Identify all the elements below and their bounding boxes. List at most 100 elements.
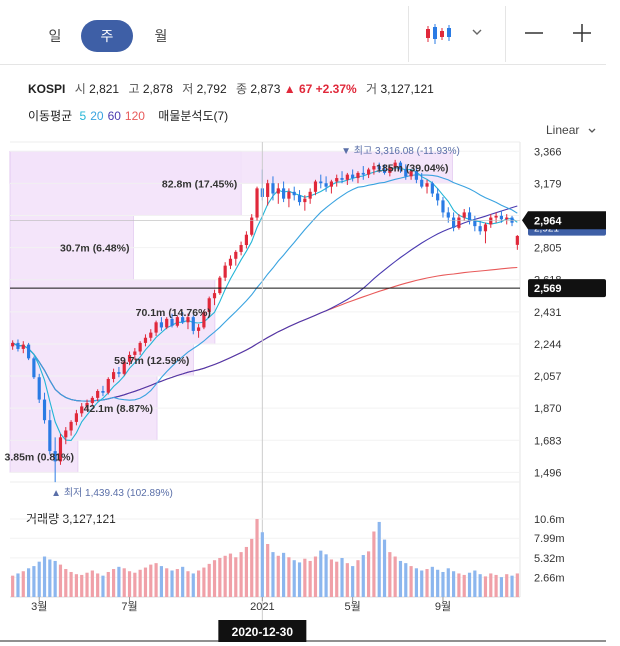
candle-body — [467, 212, 472, 221]
candle-body — [58, 437, 63, 462]
candle-body — [244, 234, 248, 246]
volume-bar — [223, 555, 227, 597]
candle-body — [393, 162, 397, 168]
x-tick-label: 2021 — [250, 601, 274, 613]
x-tick-label: 7월 — [121, 600, 137, 613]
volume-profile-label: 3.85m (0.81%) — [4, 451, 73, 463]
candle-body — [53, 451, 57, 462]
change-pct: +2.37% — [315, 82, 357, 96]
tab-day[interactable]: 일 — [48, 28, 62, 44]
chevron-down-icon[interactable] — [470, 25, 484, 39]
candle-body — [186, 317, 190, 323]
volume-bar — [499, 577, 503, 597]
volume-tick-label: 2.66m — [534, 572, 565, 584]
candlestick-type-icon[interactable] — [424, 22, 454, 46]
candle-body — [96, 390, 100, 398]
volume-bar — [255, 518, 259, 597]
candle-body — [143, 337, 148, 343]
volume-profile-label: 185m (39.04%) — [376, 162, 448, 174]
ma-5[interactable]: 5 — [79, 109, 87, 123]
zoom-out-icon[interactable] — [524, 23, 544, 43]
candle-body — [499, 215, 503, 220]
volume-tick-label: 5.32m — [534, 553, 565, 565]
candle-body — [340, 178, 344, 180]
volume-bar — [80, 574, 84, 597]
candle-body — [441, 200, 445, 213]
zoom-in-icon[interactable] — [572, 23, 592, 43]
ma-20-line — [12, 174, 518, 402]
tab-week[interactable]: 주 — [81, 20, 133, 52]
volume-bar — [420, 570, 424, 597]
scale-chevron-icon — [588, 128, 596, 133]
volume-bar — [313, 556, 318, 597]
change-value: ▲ 67 — [283, 82, 313, 96]
candle-body — [457, 217, 461, 228]
volume-bar — [64, 569, 68, 597]
candle-body — [404, 169, 408, 177]
volume-bar — [212, 560, 217, 597]
high-value: 2,878 — [142, 82, 173, 96]
volume-bar — [351, 566, 355, 597]
candle-body — [388, 167, 392, 173]
volume-bar — [239, 552, 243, 597]
volume-bar — [377, 521, 381, 597]
volume-profile-label: 70.1m (14.76%) — [136, 307, 211, 319]
x-tick-label: 9월 — [435, 600, 451, 613]
candle-body — [80, 406, 84, 414]
scale-selector[interactable]: Linear — [546, 123, 597, 137]
cursor-date-label: 2020-12-30 — [232, 625, 294, 639]
volume-bar — [388, 552, 392, 597]
volume-profile-bar — [9, 439, 79, 473]
volume-bar — [398, 560, 403, 597]
candle-body — [446, 212, 450, 218]
volume-bar — [436, 569, 440, 597]
volume-bar — [53, 560, 57, 597]
volume-bar — [409, 566, 413, 597]
volume-bar — [122, 568, 126, 597]
hline-tag-label: 2,569 — [534, 283, 562, 295]
candle-body — [250, 217, 254, 235]
x-tick-label: 5월 — [345, 600, 361, 613]
candle-body — [117, 372, 121, 374]
candle-body — [228, 258, 233, 266]
header-divider — [408, 6, 409, 62]
candle-body — [32, 358, 36, 378]
candle-body — [483, 224, 488, 232]
candle-body — [436, 193, 440, 201]
tab-month[interactable]: 월 — [154, 28, 168, 44]
volume-bar — [154, 563, 158, 597]
volume-bar — [186, 571, 190, 597]
volume-bar — [404, 563, 408, 597]
volume-bar — [345, 563, 349, 597]
candle-body — [292, 191, 296, 196]
header-divider-2 — [505, 6, 506, 62]
volume-bar — [287, 557, 291, 597]
x-tick-label: 3월 — [31, 600, 47, 613]
ma-60[interactable]: 60 — [107, 109, 121, 123]
y-tick-label: 3,366 — [534, 146, 562, 158]
index-name: KOSPI — [28, 82, 66, 96]
candle-body — [266, 183, 270, 197]
volume-bar — [69, 571, 73, 597]
volume-bar — [127, 571, 132, 597]
ma-20[interactable]: 20 — [90, 109, 104, 123]
ma-120[interactable]: 120 — [124, 109, 145, 123]
open-label: 시 — [74, 82, 86, 96]
volume-bar — [228, 553, 233, 597]
candle-body — [112, 372, 116, 379]
volume-bar — [271, 552, 275, 597]
volume-profile-label[interactable]: 매물분석도(7) — [158, 109, 229, 123]
volume-bar — [382, 539, 387, 597]
candle-body — [282, 188, 286, 199]
volume-bar — [319, 550, 323, 597]
volume-bar — [467, 572, 472, 597]
candle-body — [191, 317, 195, 331]
volume-bar — [393, 556, 397, 597]
candle-body — [133, 351, 137, 355]
volume-bar — [202, 567, 206, 597]
volume-bar — [324, 554, 328, 597]
y-tick-label: 2,805 — [534, 243, 562, 255]
candle-body — [335, 178, 339, 182]
volume-bar — [462, 574, 466, 597]
